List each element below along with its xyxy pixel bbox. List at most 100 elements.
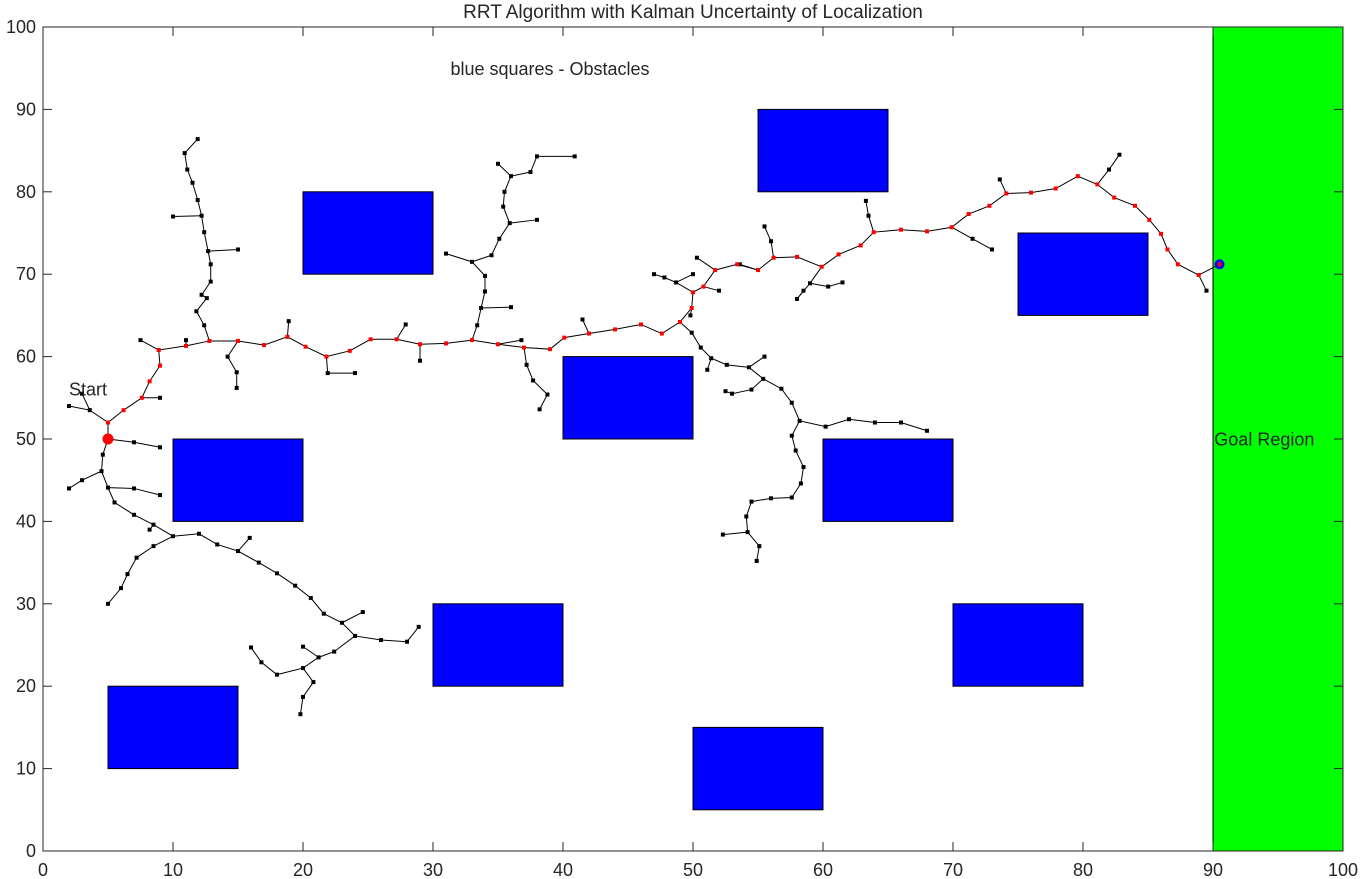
goal-region [1212, 26, 1344, 852]
goal-region-annotation: Goal Region [1214, 430, 1314, 450]
tree-node [483, 273, 487, 278]
tree-node [801, 465, 806, 470]
tree-branch [481, 306, 512, 309]
tree-node [1117, 152, 1122, 157]
tree-node [444, 251, 448, 256]
tree-node [202, 323, 207, 328]
tree-node [1204, 288, 1209, 293]
tree-node [537, 407, 542, 412]
tree-node [762, 354, 767, 359]
tree-node [249, 645, 253, 650]
tree-node [195, 137, 200, 142]
y-tick-label: 0 [26, 841, 36, 861]
x-tick-label: 50 [683, 860, 703, 879]
tree-node [202, 230, 207, 235]
obstacle [172, 438, 304, 522]
obstacle [1017, 232, 1149, 316]
tree-node [689, 330, 694, 335]
x-tick-label: 90 [1203, 860, 1223, 879]
tree-node [497, 236, 502, 241]
path-node [418, 342, 422, 347]
path-node [713, 268, 718, 273]
x-tick-label: 0 [38, 860, 48, 879]
y-tick-label: 30 [16, 594, 36, 614]
path-node [368, 337, 373, 342]
y-tick-label: 90 [16, 99, 36, 119]
tree-node [652, 272, 656, 277]
tree-branch [653, 273, 694, 293]
path-node [1112, 195, 1117, 200]
tree-node [158, 395, 162, 400]
tree-node [119, 586, 123, 591]
tree-node [483, 289, 487, 294]
tree-branch [497, 339, 522, 345]
tree-node [190, 180, 195, 185]
tree-branch [237, 537, 251, 552]
tree-node [80, 478, 84, 483]
goal-path-node [1217, 262, 1222, 267]
tree-node [840, 280, 845, 285]
tree-node [195, 198, 200, 203]
tree-node [789, 495, 794, 500]
tree-node [749, 499, 754, 504]
tree-branch [325, 356, 355, 374]
tree-node [572, 154, 577, 159]
path-node [496, 342, 500, 347]
tree-node [236, 247, 240, 252]
path-node [262, 343, 266, 348]
tree-node [798, 481, 803, 486]
goal-region-layer [1212, 26, 1344, 852]
tree-node [151, 544, 156, 549]
tree-node [138, 338, 143, 343]
tree-node [749, 387, 754, 392]
y-tick-label: 50 [16, 429, 36, 449]
tree-node [535, 217, 539, 222]
tree-node [194, 309, 199, 314]
tree-node [997, 177, 1002, 182]
path-node [735, 262, 740, 267]
obstacle-layer [107, 108, 1149, 811]
path-node [236, 338, 240, 343]
start-marker [102, 433, 114, 445]
tree-branch [1198, 274, 1207, 291]
tree-node [489, 253, 494, 258]
tree-branch [471, 155, 575, 263]
path-node [285, 334, 290, 339]
path-node [1053, 186, 1058, 191]
tree-node [863, 198, 868, 203]
tree-node [528, 170, 533, 175]
axis-ticks: 0 10 20 30 40 50 60 70 80 90 100 0 10 20 30 40 50 60 70 80 9… [6, 17, 1358, 879]
tree-node [545, 392, 550, 397]
path-node [562, 335, 567, 340]
tree-branch [101, 470, 161, 496]
rrt-tree-layer [67, 137, 1209, 717]
path-node [1075, 174, 1080, 179]
path-node [987, 203, 992, 208]
path-node [121, 408, 126, 413]
x-tick-label: 30 [423, 860, 443, 879]
path-node [756, 268, 760, 273]
tree-node [847, 417, 851, 422]
tree-node [801, 288, 806, 293]
path-node [691, 290, 695, 295]
tree-branch [523, 347, 549, 410]
tree-node [215, 542, 220, 547]
y-tick-label: 20 [16, 676, 36, 696]
tree-node [662, 275, 667, 280]
obstacle [302, 191, 434, 275]
path-node [1133, 203, 1137, 208]
tree-branch [302, 646, 319, 658]
tree-branch [748, 366, 928, 432]
tree-node [158, 493, 162, 498]
tree-node [789, 433, 794, 438]
tree-node [531, 378, 536, 383]
path-node [659, 331, 664, 336]
y-tick-label: 70 [16, 264, 36, 284]
path-node [1165, 247, 1170, 252]
tree-branch [582, 319, 590, 334]
tree-branch [172, 215, 202, 218]
tree-node [744, 514, 749, 519]
tree-branch [722, 531, 748, 536]
tree-node [125, 572, 130, 577]
start-annotation: Start [69, 379, 107, 399]
